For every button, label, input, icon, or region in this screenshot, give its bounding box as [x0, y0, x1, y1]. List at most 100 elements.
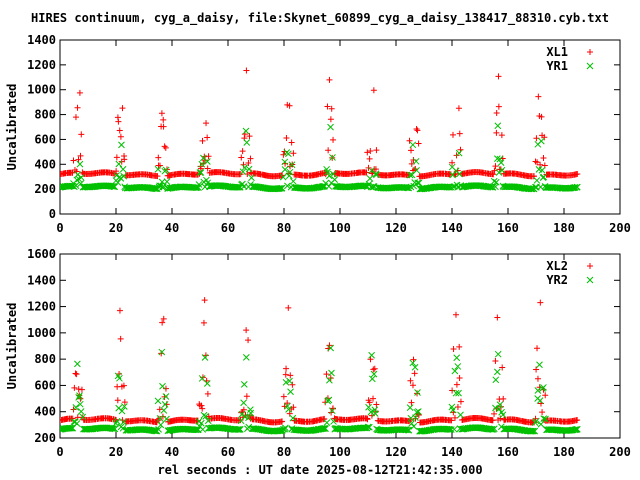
- y-tick-label: 600: [34, 132, 56, 146]
- data-point: [114, 397, 121, 404]
- data-point: [285, 405, 292, 413]
- data-point: [161, 401, 169, 408]
- data-point: [363, 169, 370, 176]
- data-point: [77, 174, 85, 181]
- data-point: [540, 173, 548, 181]
- x-tick-label: 60: [221, 221, 235, 235]
- data-point: [574, 170, 581, 177]
- data-point: [233, 183, 241, 191]
- x-tick-label: 160: [497, 221, 519, 235]
- x-tick-label: 180: [553, 221, 575, 235]
- data-point: [245, 337, 252, 344]
- data-point: [120, 172, 128, 180]
- data-point: [279, 172, 286, 179]
- data-point: [457, 398, 464, 405]
- y-axis-label: Uncalibrated: [5, 303, 19, 390]
- data-point: [236, 426, 244, 433]
- x-tick-label: 200: [609, 445, 631, 459]
- data-point: [529, 427, 537, 435]
- data-point: [278, 184, 286, 192]
- data-point: [542, 415, 549, 423]
- data-point: [325, 396, 333, 404]
- data-point: [289, 414, 297, 422]
- data-point: [326, 376, 333, 384]
- data-point: [330, 136, 337, 143]
- data-point: [532, 417, 540, 425]
- data-point: [325, 183, 333, 190]
- data-point: [160, 116, 167, 123]
- series-YR2: [60, 344, 581, 435]
- data-point: [238, 154, 245, 161]
- data-point: [445, 426, 453, 433]
- x-tick-label: 120: [385, 445, 407, 459]
- data-point: [403, 426, 410, 434]
- data-point: [73, 420, 81, 427]
- figure-title: HIRES continuum, cyg_a_daisy, file:Skyne…: [31, 11, 609, 25]
- data-point: [409, 359, 417, 367]
- data-point: [409, 382, 416, 389]
- data-point: [285, 150, 292, 158]
- x-tick-label: 20: [109, 221, 123, 235]
- data-point: [412, 414, 419, 421]
- data-point: [248, 174, 255, 182]
- data-point: [289, 177, 297, 185]
- data-point: [239, 168, 247, 176]
- data-point: [449, 387, 456, 394]
- data-point: [199, 426, 207, 433]
- data-point: [449, 159, 456, 166]
- data-point: [499, 411, 507, 419]
- data-point: [405, 426, 413, 434]
- data-point: [113, 417, 121, 425]
- x-tick-label: 120: [385, 221, 407, 235]
- x-tick-label: 20: [109, 445, 123, 459]
- data-point: [242, 127, 250, 135]
- data-point: [368, 412, 375, 419]
- data-point: [150, 185, 158, 192]
- data-point: [370, 87, 377, 94]
- data-point: [495, 73, 502, 80]
- data-point: [412, 415, 419, 422]
- data-point: [240, 399, 247, 407]
- data-point: [151, 185, 159, 192]
- data-point: [200, 319, 207, 326]
- data-point: [411, 363, 419, 371]
- data-point: [118, 141, 125, 149]
- legend-marker: [586, 276, 594, 284]
- data-point: [326, 76, 333, 83]
- x-tick-label: 80: [277, 221, 291, 235]
- data-point: [447, 426, 455, 433]
- data-point: [281, 166, 289, 173]
- data-point: [78, 131, 85, 138]
- y-tick-label: 800: [34, 352, 56, 366]
- data-point: [156, 415, 164, 422]
- data-point: [456, 343, 463, 350]
- data-point: [573, 425, 581, 433]
- data-point: [452, 311, 459, 318]
- data-point: [71, 384, 78, 391]
- data-point: [287, 372, 294, 379]
- data-point: [365, 423, 373, 431]
- data-point: [415, 412, 422, 419]
- data-point: [532, 158, 539, 165]
- data-point: [77, 152, 84, 159]
- data-point: [201, 297, 208, 304]
- data-point: [158, 348, 166, 356]
- legend-marker: [587, 263, 593, 269]
- data-point: [328, 409, 335, 416]
- data-point: [456, 374, 463, 381]
- data-point: [246, 133, 253, 140]
- data-point: [540, 384, 547, 391]
- data-point: [373, 171, 380, 179]
- data-point: [154, 397, 162, 405]
- data-point: [157, 421, 165, 429]
- data-point: [282, 378, 290, 386]
- x-tick-label: 140: [441, 221, 463, 235]
- legend-marker-shape: [586, 62, 594, 70]
- data-point: [323, 419, 331, 427]
- y-tick-label: 1000: [27, 83, 56, 97]
- data-point: [489, 417, 496, 424]
- legend-marker-shape: [587, 49, 593, 55]
- y-tick-label: 1600: [27, 247, 56, 261]
- data-point: [325, 147, 332, 154]
